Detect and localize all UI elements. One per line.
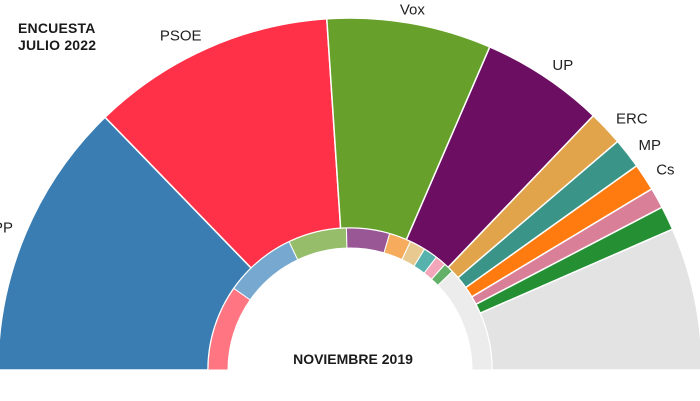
slice-label-mp: MP [639, 137, 662, 154]
inner-slice-segment-9 [437, 270, 493, 371]
chart-title-line-1: ENCUESTA [18, 20, 96, 36]
inner-slice-segment-3 [345, 227, 391, 254]
slice-label-cs: Cs [656, 162, 674, 179]
chart-title-line-2: JULIO 2022 [18, 37, 97, 53]
outer-ring [0, 17, 700, 371]
slice-label-pp: PP [0, 219, 13, 236]
outer-labels: PP PSOE Vox UP ERC MP Cs [0, 1, 675, 236]
inner-ring [207, 227, 493, 371]
slice-label-psoe: PSOE [160, 28, 202, 45]
inner-ring-label: NOVIEMBRE 2019 [293, 351, 413, 367]
slice-label-up: UP [552, 57, 573, 74]
slice-label-vox: Vox [400, 1, 426, 18]
slice-label-erc: ERC [616, 111, 648, 128]
